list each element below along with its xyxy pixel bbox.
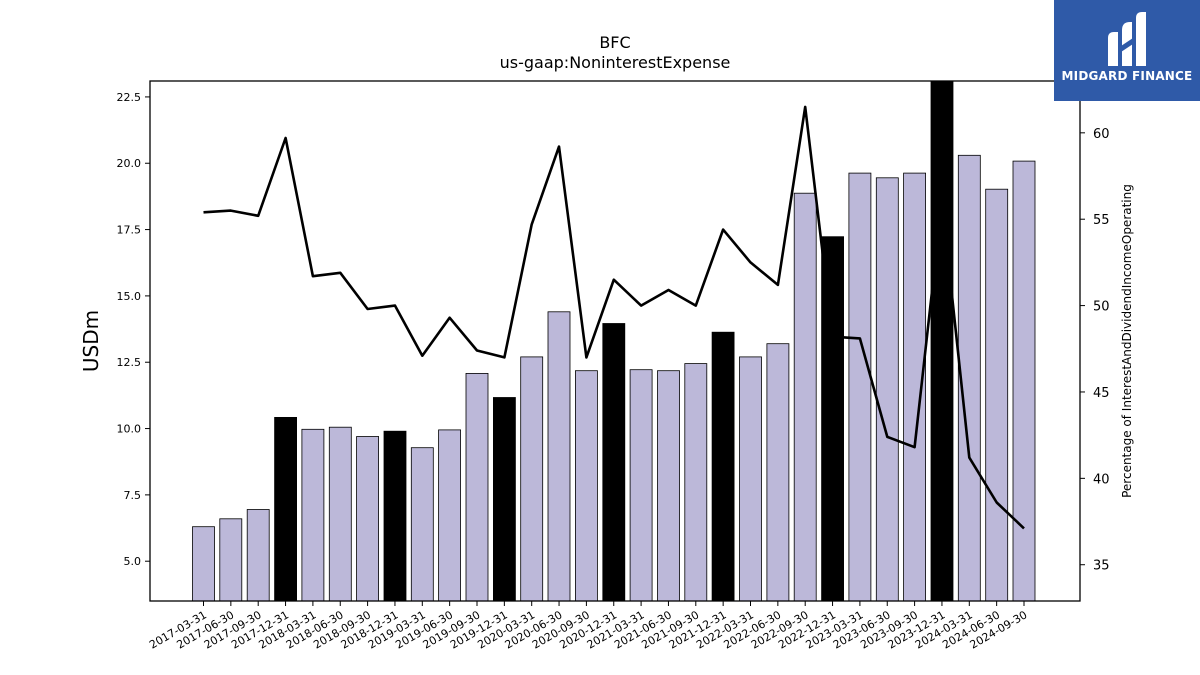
bar: [848, 172, 872, 602]
logo-text: MIDGARD FINANCE: [1061, 69, 1193, 83]
bar-highlight: [602, 323, 626, 602]
y2-tick-label: 35: [1093, 559, 1110, 574]
y-tick-label: 20.0: [117, 157, 142, 170]
bar: [575, 370, 598, 602]
y-tick-label: 5.0: [124, 555, 142, 568]
y2-tick-label: 45: [1093, 386, 1110, 401]
chart-title: BFC: [599, 33, 630, 52]
y-tick-label: 17.5: [117, 224, 142, 237]
y-tick-label: 15.0: [117, 290, 142, 303]
y-tick-label: 10.0: [117, 423, 142, 436]
bar-highlight: [711, 331, 735, 602]
bar: [1012, 160, 1036, 602]
bar: [766, 343, 790, 602]
y-axis-label: USDm: [79, 310, 103, 372]
y2-tick-label: 55: [1093, 213, 1110, 228]
y2-tick-label: 60: [1093, 127, 1110, 142]
midgard-logo-icon: [1108, 12, 1146, 66]
bar-highlight: [492, 397, 516, 602]
bar: [875, 177, 899, 602]
bar: [465, 372, 489, 602]
bar: [301, 428, 325, 602]
bar-highlight: [274, 416, 298, 602]
bar: [684, 363, 708, 602]
y2-tick-label: 50: [1093, 300, 1110, 315]
bar-highlight: [821, 236, 844, 602]
bar: [985, 188, 1009, 602]
chart-subtitle: us-gaap:NoninterestExpense: [500, 53, 731, 72]
y-tick-label: 7.5: [124, 489, 142, 502]
bar: [246, 509, 270, 602]
bar: [547, 311, 571, 602]
plot-frame: [149, 80, 1081, 602]
bar: [219, 518, 243, 602]
y2-axis-label: Percentage of InterestAndDividendIncomeO…: [1120, 184, 1134, 498]
bar: [629, 369, 653, 602]
bar: [328, 426, 352, 602]
bar: [356, 436, 380, 602]
y-tick-label: 22.5: [117, 91, 142, 104]
bar: [410, 447, 434, 602]
bar: [793, 192, 817, 602]
bar-highlight: [383, 430, 407, 602]
bar: [657, 370, 680, 602]
bar: [438, 429, 462, 602]
line-series: [203, 105, 1025, 530]
y-tick-label: 12.5: [117, 356, 142, 369]
y2-tick-label: 40: [1093, 472, 1110, 487]
bar: [520, 356, 544, 602]
bar: [739, 356, 762, 602]
bar: [192, 526, 215, 602]
brand-logo: MIDGARD FINANCE: [1054, 0, 1200, 101]
bar-highlight: [930, 80, 954, 602]
